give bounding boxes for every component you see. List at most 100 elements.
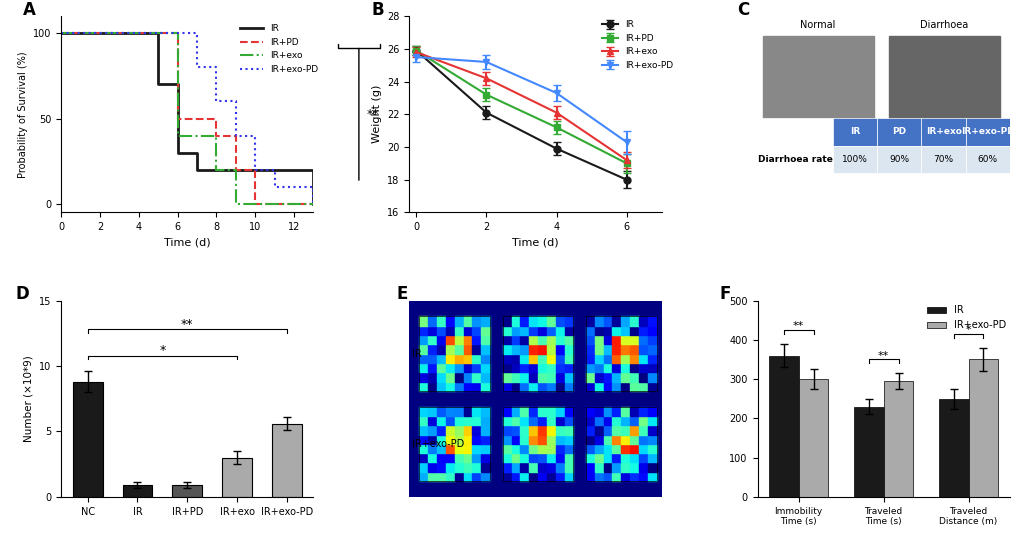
Bar: [419, 363, 428, 372]
Bar: [585, 316, 594, 326]
Bar: [428, 435, 437, 444]
IR+exo-PD: [210, 64, 222, 71]
Bar: [594, 335, 603, 345]
Bar: [594, 416, 603, 425]
Bar: [419, 372, 428, 382]
Bar: [512, 462, 520, 472]
Text: Diarrhoea rate: Diarrhoea rate: [757, 155, 832, 164]
Bar: [419, 335, 428, 345]
Bar: [520, 444, 529, 453]
Bar: [611, 472, 621, 481]
Bar: [481, 435, 489, 444]
Bar: [472, 472, 481, 481]
IR+PD: [171, 30, 183, 37]
X-axis label: Time (d): Time (d): [164, 238, 211, 248]
Bar: [537, 472, 546, 481]
Bar: [454, 335, 464, 345]
IR: [152, 30, 164, 37]
Bar: [546, 382, 555, 391]
Bar: [611, 382, 621, 391]
Bar: [481, 444, 489, 453]
Bar: [428, 316, 437, 326]
Bar: [555, 407, 564, 416]
Bar: [611, 416, 621, 425]
Text: IR: IR: [849, 127, 860, 137]
Bar: [445, 416, 454, 425]
Bar: [419, 407, 428, 416]
Bar: [428, 326, 437, 335]
Bar: [529, 326, 537, 335]
Bar: [464, 407, 472, 416]
Bar: [564, 363, 573, 372]
Bar: [472, 382, 481, 391]
Text: **: **: [181, 318, 194, 331]
IR+exo-PD: [307, 184, 319, 190]
Text: **: **: [877, 350, 889, 361]
Bar: [882, 381, 912, 497]
IR+PD: [55, 30, 67, 37]
Bar: [520, 382, 529, 391]
Bar: [520, 416, 529, 425]
Text: B: B: [371, 1, 384, 18]
Bar: [585, 435, 594, 444]
Bar: [585, 345, 594, 354]
Bar: [630, 407, 638, 416]
Bar: [555, 425, 564, 435]
Bar: [630, 363, 638, 372]
Bar: [647, 472, 656, 481]
Bar: [437, 363, 445, 372]
Bar: [564, 354, 573, 363]
Bar: [537, 372, 546, 382]
Text: IR+exo: IR+exo: [924, 127, 961, 137]
Bar: [464, 345, 472, 354]
Bar: [445, 345, 454, 354]
Bar: [437, 326, 445, 335]
Bar: [585, 354, 594, 363]
Bar: [647, 444, 656, 453]
Bar: [555, 416, 564, 425]
Text: PD: PD: [892, 127, 906, 137]
Text: **: **: [793, 321, 804, 331]
Bar: [481, 425, 489, 435]
Bar: [502, 407, 573, 481]
Bar: [537, 416, 546, 425]
IR+PD: [191, 116, 203, 122]
Bar: [520, 453, 529, 462]
Bar: [546, 335, 555, 345]
Bar: [555, 472, 564, 481]
Bar: [428, 462, 437, 472]
Bar: [594, 326, 603, 335]
Bar: [419, 453, 428, 462]
IR+exo: [171, 132, 183, 139]
Bar: [876, 146, 920, 173]
Bar: [564, 335, 573, 345]
Bar: [638, 472, 647, 481]
Bar: [520, 407, 529, 416]
Bar: [454, 354, 464, 363]
Bar: [472, 363, 481, 372]
Bar: [647, 462, 656, 472]
Bar: [537, 407, 546, 416]
Bar: [428, 453, 437, 462]
Bar: [419, 444, 428, 453]
Bar: [464, 363, 472, 372]
Y-axis label: Probability of Survival (%): Probability of Survival (%): [17, 51, 28, 178]
Bar: [603, 416, 611, 425]
IR: [55, 30, 67, 37]
Bar: [512, 316, 520, 326]
Bar: [454, 444, 464, 453]
Bar: [464, 316, 472, 326]
Text: 90%: 90%: [889, 155, 909, 164]
Text: C: C: [737, 1, 749, 18]
Bar: [445, 326, 454, 335]
Bar: [454, 326, 464, 335]
Bar: [546, 472, 555, 481]
Bar: [454, 363, 464, 372]
Bar: [502, 407, 512, 416]
IR+PD: [152, 30, 164, 37]
Text: IR+exo-PD: IR+exo-PD: [412, 439, 464, 449]
Bar: [272, 423, 302, 497]
Bar: [472, 316, 481, 326]
Bar: [502, 435, 512, 444]
Bar: [603, 363, 611, 372]
